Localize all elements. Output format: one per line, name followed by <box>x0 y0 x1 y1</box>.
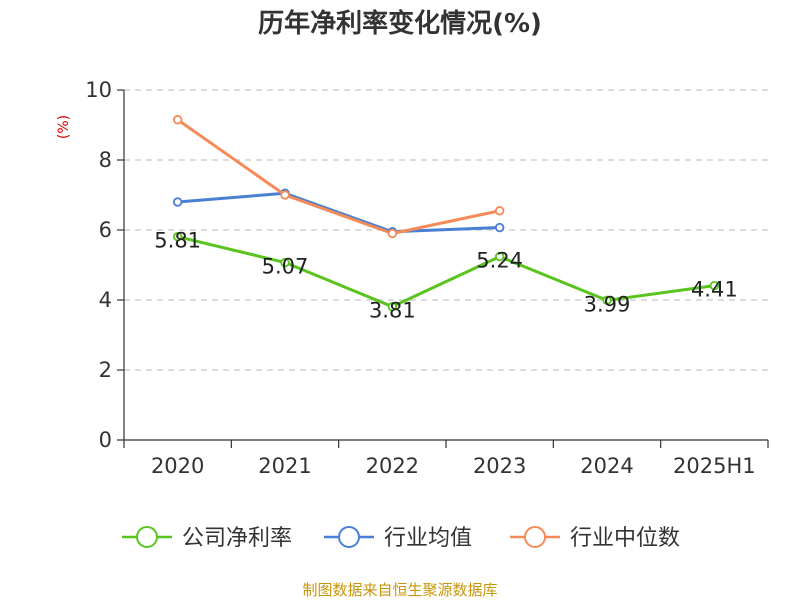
data-point <box>172 231 183 242</box>
data-point <box>280 190 290 200</box>
y-tick-label: 8 <box>99 148 112 172</box>
chart-title: 历年净利率变化情况(%) <box>258 8 542 39</box>
x-tick-label: 2022 <box>366 454 419 478</box>
y-tick-label: 6 <box>99 218 112 242</box>
axes: 0 2 4 6 8 10 2020 2021 2022 2023 2024 2025H1 <box>85 78 769 478</box>
y-tick-label: 0 <box>99 428 112 452</box>
legend-marker <box>524 526 546 548</box>
y-axis-label: (%) <box>56 115 72 139</box>
legend: 公司净利率 行业均值 行业中位数 <box>122 526 680 551</box>
data-point <box>494 206 505 216</box>
y-tick-label: 10 <box>85 78 112 102</box>
y-tick-label: 2 <box>99 358 112 382</box>
data-point <box>172 115 183 125</box>
x-tick-label: 2023 <box>473 454 526 478</box>
data-point <box>387 228 398 239</box>
y-tick-label: 4 <box>99 288 112 312</box>
source-note: 制图数据来自恒生聚源数据库 <box>302 581 497 599</box>
legend-label: 公司净利率 <box>182 526 292 551</box>
data-point <box>602 295 612 306</box>
data-point <box>709 280 720 291</box>
legend-label: 行业均值 <box>384 526 472 551</box>
data-point <box>280 257 290 268</box>
x-tick-label: 2025H1 <box>673 454 756 478</box>
data-point <box>494 251 505 262</box>
data-labels: 5.81 5.07 3.81 5.24 3.99 4.41 <box>154 229 737 323</box>
series-line-1 <box>177 191 500 234</box>
data-point <box>494 222 505 233</box>
x-tick-label: 2024 <box>580 454 633 478</box>
legend-item: 公司净利率 <box>122 526 292 551</box>
data-label: 5.07 <box>262 255 309 279</box>
legend-item: 行业中位数 <box>510 526 680 551</box>
series-line-2 <box>176 118 500 235</box>
series-layer <box>172 115 720 312</box>
legend-label: 行业中位数 <box>570 526 680 551</box>
data-label: 5.81 <box>154 229 201 253</box>
legend-item: 行业均值 <box>324 526 472 551</box>
data-point <box>387 301 398 312</box>
x-tick-label: 2020 <box>151 454 204 478</box>
data-point <box>172 197 183 207</box>
data-label: 4.41 <box>691 278 738 302</box>
series-line-0 <box>177 235 715 309</box>
legend-marker <box>136 526 158 548</box>
data-label: 3.99 <box>584 292 631 316</box>
x-tick-label: 2021 <box>258 454 311 478</box>
legend-marker <box>338 526 360 548</box>
data-label: 3.81 <box>369 299 416 323</box>
data-label: 5.24 <box>476 249 523 273</box>
